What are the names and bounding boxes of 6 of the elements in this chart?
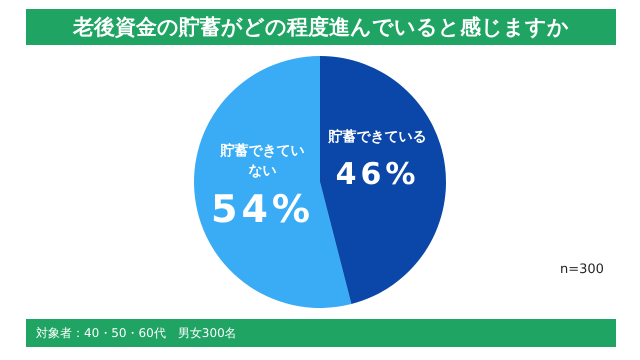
data-label: 46% xyxy=(336,156,420,192)
data-label: 54% xyxy=(211,187,314,232)
slice-label: 貯蓄できている xyxy=(327,128,428,147)
slice-label: 貯蓄できていない xyxy=(220,142,304,182)
text: 対象者：40・50・60代 男女300名 xyxy=(36,325,237,342)
text: n=300 xyxy=(560,262,604,277)
